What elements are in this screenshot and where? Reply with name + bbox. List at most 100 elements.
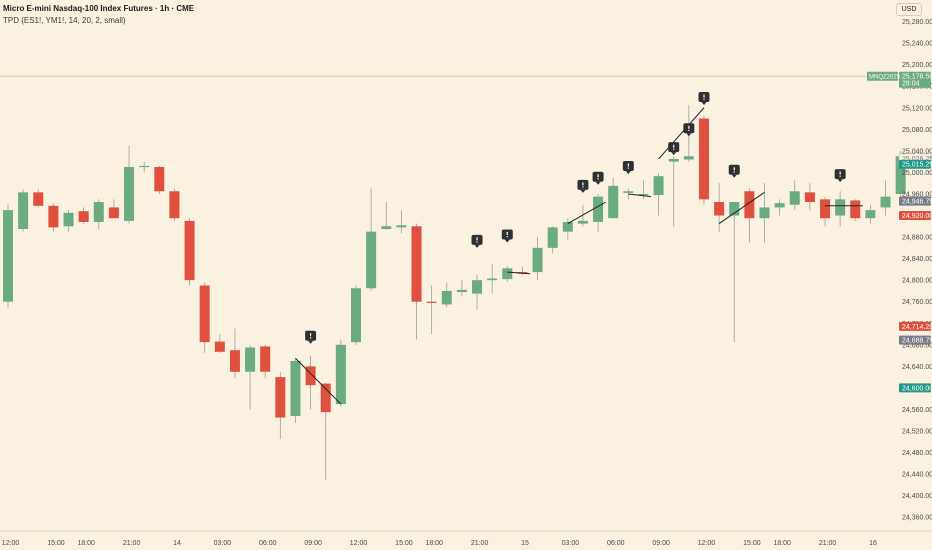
candle-body [638,193,649,196]
candle-body [729,202,740,216]
marker-pointer [308,340,314,344]
marker-pointer [504,239,510,243]
time-tick-label: 14 [173,540,181,547]
candle-body [441,290,452,305]
candle-body [472,280,483,294]
candle-body [245,347,256,372]
symbol-tag-label: MNQZ2025 [869,75,901,81]
price-tick-label: 24,840.00 [902,256,932,263]
signal-marker[interactable] [683,123,695,137]
price-tick-label: 25,040.00 [902,148,932,155]
marker-glyph [627,163,629,167]
signal-marker[interactable] [305,330,317,344]
signal-line [628,193,652,198]
marker-pointer [837,179,843,183]
price-tag: 24,600.00 [899,383,932,393]
marker-glyph-dot [476,241,478,243]
candle-body [411,226,422,302]
candle-body [880,196,891,208]
price-tag: 24,714.25 [899,321,932,331]
marker-pointer [731,174,737,178]
candle-body [835,199,846,216]
marker-glyph-dot [839,175,841,177]
candle-body [154,167,165,192]
signal-marker[interactable] [668,142,680,156]
price-tick-label: 25,080.00 [902,127,932,134]
candle-body [335,344,346,405]
signal-line [718,191,765,225]
price-tick-label: 25,000.00 [902,170,932,177]
price-tick-label: 24,400.00 [902,493,932,500]
marker-pointer [595,181,601,185]
marker-glyph-dot [310,337,312,339]
candle-body [608,185,619,219]
marker-pointer [580,189,586,193]
time-tick-label: 12:00 [698,540,716,547]
price-tag-box [899,196,931,206]
marker-glyph [310,333,312,337]
time-tick-label: 15:00 [395,540,413,547]
candle-body [214,341,225,352]
time-tick-label: 03:00 [214,540,232,547]
signal-marker[interactable] [622,161,634,175]
price-tag-value: 25,026.25 [902,156,932,163]
candle-body [305,366,316,386]
time-tick-label: 09:00 [652,540,670,547]
time-tick-label: 09:00 [304,540,322,547]
price-tick-label: 24,680.00 [902,342,932,349]
price-tag: 25,015.25 [899,159,932,169]
price-tick-label: 24,640.00 [902,364,932,371]
time-tick-label: 15 [521,540,529,547]
signal-marker[interactable] [592,171,604,185]
candle-body [229,350,240,372]
candle-body [789,191,800,205]
indicator-legend[interactable]: TPD (ES1!, YM1!, 14, 20, 2, small) [3,16,126,25]
time-tick-label: 03:00 [562,540,580,547]
price-tag-value: 24,688.75 [902,338,932,345]
price-tick-label: 25,200.00 [902,62,932,69]
time-tick-label: 21:00 [123,540,141,547]
candle-body [108,207,119,219]
candle-body [199,285,210,343]
price-tag-box [899,159,931,169]
candle-body [683,156,694,160]
candle-body [895,156,906,194]
price-axis[interactable]: 25,280.0025,240.0025,200.0025,160.0025,1… [902,19,932,522]
candle-body [714,202,725,216]
signal-marker[interactable] [501,229,513,243]
candle-body [850,200,861,219]
currency-button[interactable]: USD [896,3,922,16]
candle-body [698,118,709,200]
time-tick-label: 06:00 [607,540,625,547]
signal-marker[interactable] [698,92,710,106]
marker-glyph-dot [688,129,690,132]
signal-marker[interactable] [834,169,846,183]
marker-glyph [597,174,599,178]
price-tag-box [899,383,931,393]
price-tick-label: 25,280.00 [902,19,932,26]
candle-body [577,220,588,224]
time-axis[interactable]: 12:00 15:00 18:00 21:00 14 03:00 06:00 09:00 12:… [0,530,932,547]
marker-glyph [703,94,705,98]
time-tick-label: 12:00 [350,540,368,547]
price-tag-value: 24,714.25 [902,324,932,331]
price-tag: 24,920.00 [899,211,932,221]
signal-marker[interactable] [577,179,589,193]
marker-pointer [625,171,631,175]
marker-glyph-dot [506,235,508,238]
candle-body [184,220,195,281]
time-tick-label: 06:00 [259,540,277,547]
time-tick-label: 16 [869,540,877,547]
price-tick-label: 24,560.00 [902,407,932,414]
price-tag-value: 24,600.00 [902,385,932,392]
candle-body [124,167,135,221]
signal-marker[interactable] [471,234,483,248]
price-tick-label: 24,520.00 [902,429,932,436]
candle-body [820,199,831,219]
signal-marker[interactable] [728,164,740,178]
signal-line [507,271,531,275]
time-tick-label: 21:00 [471,540,489,547]
